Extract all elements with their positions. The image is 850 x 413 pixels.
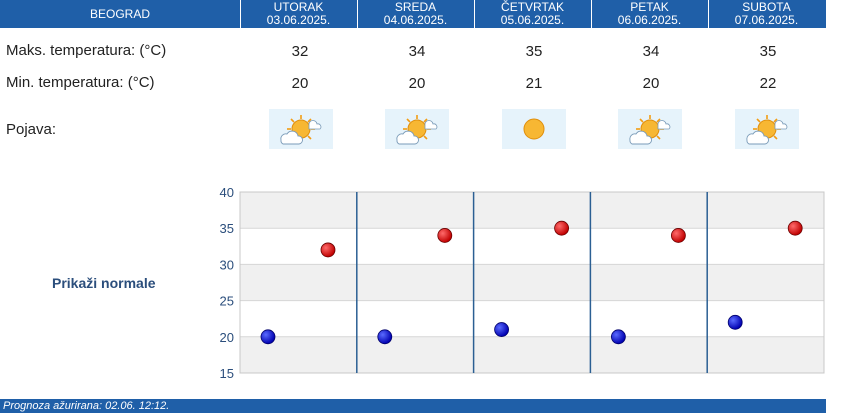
min-temp-point <box>260 329 276 345</box>
max-temp-value: 35 <box>759 43 777 60</box>
day-date: 04.06.2025. <box>383 13 448 27</box>
day-name: ČETVRTAK <box>501 0 564 14</box>
grid-band <box>240 192 824 229</box>
max-temp-value: 32 <box>291 43 309 60</box>
min-temp-value: 21 <box>525 75 543 92</box>
max-temp-value: 34 <box>642 43 660 60</box>
max-temp-point <box>437 228 453 243</box>
min-temp-point <box>727 314 743 330</box>
y-tick-label: 25 <box>220 294 234 309</box>
plot-frame <box>239 191 825 374</box>
y-tick-label: 40 <box>220 185 234 200</box>
day-date: 06.06.2025. <box>617 13 682 27</box>
max-temp-point <box>554 220 570 236</box>
max-temp-label: Maks. temperatura: (°C) <box>6 42 167 59</box>
day-header-3: ČETVRTAK 05.06.2025. <box>474 0 590 28</box>
day-date: 05.06.2025. <box>500 13 565 27</box>
sun-cloud-icon <box>385 109 449 149</box>
day-header-2: SREDA 04.06.2025. <box>357 0 473 28</box>
forecast-updated: Prognoza ažurirana: 02.06. 12:12. <box>0 399 826 413</box>
min-temp-point <box>610 329 626 345</box>
grid-band <box>240 336 824 373</box>
sun-cloud-icon <box>735 109 799 149</box>
max-temp-point <box>787 220 803 236</box>
y-tick-label: 35 <box>220 221 234 236</box>
phenomenon-label: Pojava: <box>6 121 57 138</box>
day-date: 07.06.2025. <box>734 13 799 27</box>
max-temp-value: 34 <box>408 43 426 60</box>
day-name: SREDA <box>394 0 437 14</box>
max-temp-point <box>670 228 686 243</box>
day-name: SUBOTA <box>742 0 791 14</box>
min-temp-value: 20 <box>291 75 309 92</box>
day-header-5: SUBOTA 07.06.2025. <box>708 0 824 28</box>
city-name: BEOGRAD <box>89 7 150 21</box>
sun-cloud-icon <box>618 109 682 149</box>
min-temp-value: 20 <box>642 75 660 92</box>
forecast-header: BEOGRAD UTORAK 03.06.2025. SREDA 04.06.2… <box>0 0 826 28</box>
temperature-chart: 15 20 25 30 35 40 <box>220 185 825 381</box>
y-tick-label: 30 <box>220 257 234 272</box>
min-temp-point <box>377 329 393 345</box>
day-header-1: UTORAK 03.06.2025. <box>240 0 356 28</box>
min-temp-value: 22 <box>759 75 777 92</box>
min-temp-label: Min. temperatura: (°C) <box>6 74 155 91</box>
grid-band <box>240 264 824 301</box>
day-header-4: PETAK 06.06.2025. <box>591 0 707 28</box>
day-name: UTORAK <box>273 0 324 14</box>
day-date: 03.06.2025. <box>266 13 331 27</box>
max-temp-point <box>320 242 336 258</box>
sun-icon <box>502 109 566 149</box>
show-normals-button[interactable]: Prikaži normale <box>52 275 156 291</box>
y-tick-label: 15 <box>220 366 234 381</box>
day-name: PETAK <box>630 0 669 14</box>
max-temp-value: 35 <box>525 43 543 60</box>
min-temp-point <box>494 322 510 337</box>
sun-cloud-icon <box>269 109 333 149</box>
y-tick-label: 20 <box>220 330 234 345</box>
min-temp-value: 20 <box>408 75 426 92</box>
